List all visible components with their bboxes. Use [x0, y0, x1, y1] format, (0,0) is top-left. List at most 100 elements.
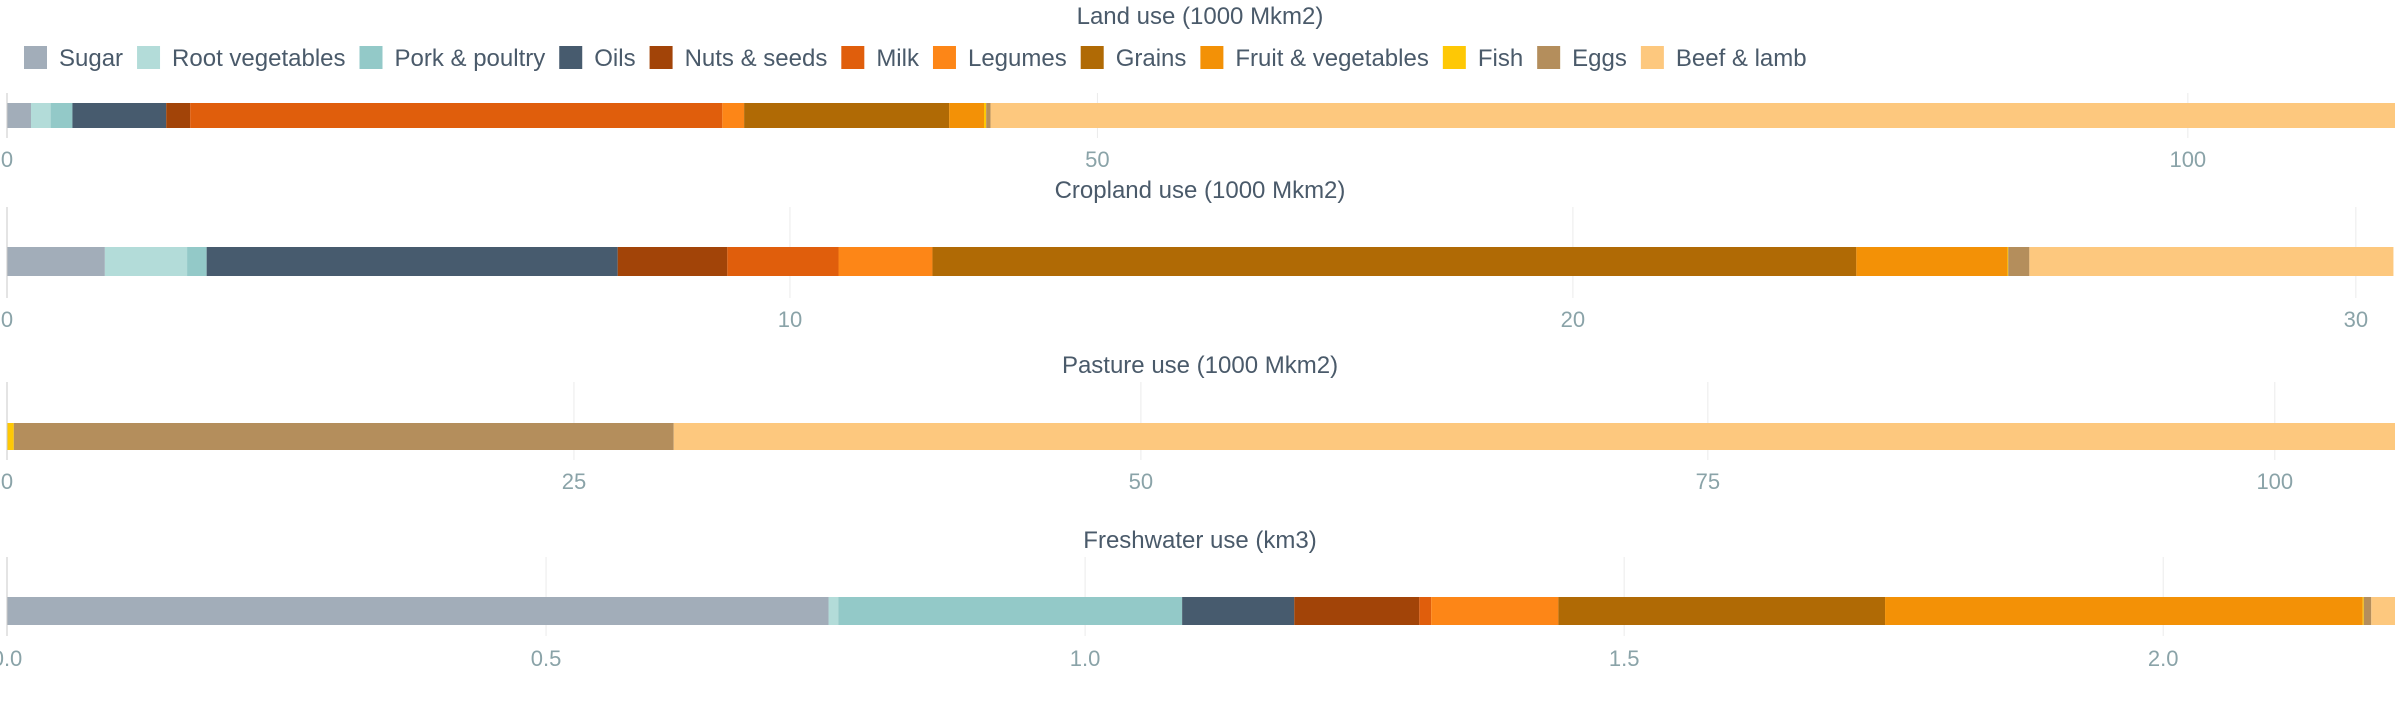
bar-segment-beef-and-lamb[interactable]: [2371, 597, 2395, 625]
bar-segment-fish[interactable]: [7, 423, 14, 450]
tick-label: 30: [2344, 307, 2368, 332]
bar-segment-beef-and-lamb[interactable]: [2029, 247, 2394, 276]
legend-swatch: [1537, 46, 1561, 69]
legend-label: Oils: [594, 45, 635, 72]
bar-segment-nuts-and-seeds[interactable]: [1294, 597, 1420, 625]
tick-label: 75: [1696, 469, 1720, 494]
legend-item-fruit-and-vegetables[interactable]: Fruit & vegetables: [1200, 45, 1429, 72]
tick-label: 50: [1085, 147, 1109, 172]
legend-label: Grains: [1116, 45, 1187, 72]
legend-swatch: [1080, 46, 1104, 69]
legend-label: Fish: [1478, 45, 1523, 72]
bar-segment-grains[interactable]: [932, 247, 1857, 276]
legend-item-grains[interactable]: Grains: [1080, 45, 1187, 72]
tick-label: 100: [2256, 469, 2293, 494]
tick-label: 50: [1129, 469, 1153, 494]
bar-segment-fish[interactable]: [2007, 247, 2009, 276]
bar-segment-root-vegetables[interactable]: [30, 103, 51, 128]
bar-segment-fruit-and-vegetables[interactable]: [949, 103, 985, 128]
bar-segment-root-vegetables[interactable]: [104, 247, 188, 276]
bar-segment-sugar[interactable]: [7, 597, 829, 625]
bar-segment-nuts-and-seeds[interactable]: [166, 103, 191, 128]
legend-swatch: [1442, 46, 1466, 69]
panel-title: Cropland use (1000 Mkm2): [1055, 177, 1346, 204]
legend-label: Nuts & seeds: [685, 45, 828, 72]
bar-segment-beef-and-lamb[interactable]: [990, 103, 2395, 128]
tick-label: 0: [1, 307, 13, 332]
legend-item-root-vegetables[interactable]: Root vegetables: [137, 45, 346, 72]
bar-segment-grains[interactable]: [1558, 597, 1886, 625]
bar-segment-pork-and-poultry[interactable]: [50, 103, 73, 128]
tick-label: 20: [1561, 307, 1585, 332]
bar-segment-oils[interactable]: [206, 247, 618, 276]
bar-segment-eggs[interactable]: [986, 103, 991, 128]
legend-label: Beef & lamb: [1676, 45, 1807, 72]
panel-freshwater-use-km3: Freshwater use (km3) 0.0 0.5 1.0 1.5 2.0: [0, 527, 2395, 671]
legend-item-beef-and-lamb[interactable]: Beef & lamb: [1640, 45, 1807, 72]
bar-segment-fruit-and-vegetables[interactable]: [1885, 597, 2363, 625]
bar-segment-milk[interactable]: [727, 247, 839, 276]
bar-segment-beef-and-lamb[interactable]: [673, 423, 2395, 450]
bar-segment-oils[interactable]: [1182, 597, 1295, 625]
bar-segment-milk[interactable]: [190, 103, 723, 128]
legend-item-eggs[interactable]: Eggs: [1537, 45, 1627, 72]
bar-segment-fish[interactable]: [2362, 597, 2364, 625]
bar-segment-grains[interactable]: [744, 103, 950, 128]
bar-segment-eggs[interactable]: [2363, 597, 2372, 625]
legend-item-milk[interactable]: Milk: [841, 45, 920, 72]
panel-title: Freshwater use (km3): [1083, 527, 1316, 554]
bar-segment-root-vegetables[interactable]: [828, 597, 839, 625]
legend-swatch: [137, 46, 161, 69]
legend-label: Legumes: [968, 45, 1067, 72]
bar-segment-eggs[interactable]: [13, 423, 674, 450]
tick-label: 0: [1, 469, 13, 494]
legend-swatch: [841, 46, 865, 69]
bar-segment-milk[interactable]: [1419, 597, 1432, 625]
tick-label: 1.5: [1609, 646, 1640, 671]
panel-cropland-use-1000-mkm2: Cropland use (1000 Mkm2) 0 10 20 30: [1, 177, 2394, 332]
legend-label: Sugar: [59, 45, 123, 72]
bar-segment-pork-and-poultry[interactable]: [187, 247, 207, 276]
panel-title: Land use (1000 Mkm2): [1077, 3, 1324, 30]
bar-segment-legumes[interactable]: [722, 103, 745, 128]
tick-label: 100: [2169, 147, 2206, 172]
tick-label: 0.5: [531, 646, 562, 671]
legend-label: Eggs: [1572, 45, 1627, 72]
legend-item-fish[interactable]: Fish: [1442, 45, 1523, 72]
panel-pasture-use-1000-mkm2: Pasture use (1000 Mkm2) 0 25 50 75 100: [1, 352, 2395, 494]
tick-label: 0: [1, 147, 13, 172]
tick-label: 1.0: [1070, 646, 1101, 671]
legend-label: Fruit & vegetables: [1235, 45, 1428, 72]
legend-swatch: [649, 46, 673, 69]
bar-segment-fish[interactable]: [984, 103, 987, 128]
bar-segment-oils[interactable]: [72, 103, 167, 128]
legend-item-sugar[interactable]: Sugar: [24, 45, 123, 72]
legend-swatch: [1200, 46, 1224, 69]
legend-item-oils[interactable]: Oils: [559, 45, 636, 72]
legend: Sugar Root vegetables Pork & poultry Oils Nu…: [24, 45, 1807, 72]
legend-label: Root vegetables: [172, 45, 345, 72]
tick-label: 0.0: [0, 646, 22, 671]
legend-swatch: [1640, 46, 1664, 69]
tick-label: 25: [562, 469, 586, 494]
bar-segment-fruit-and-vegetables[interactable]: [1856, 247, 2008, 276]
bar-segment-legumes[interactable]: [1431, 597, 1559, 625]
tick-label: 2.0: [2148, 646, 2179, 671]
panel-title: Pasture use (1000 Mkm2): [1062, 352, 1338, 379]
legend-swatch: [24, 46, 47, 69]
bar-segment-sugar[interactable]: [7, 103, 31, 128]
panels: Land use (1000 Mkm2) 0 50 100 Cropland use (…: [0, 3, 2395, 671]
bar-segment-nuts-and-seeds[interactable]: [617, 247, 728, 276]
bar-segment-pork-and-poultry[interactable]: [838, 597, 1183, 625]
legend-item-legumes[interactable]: Legumes: [932, 45, 1067, 72]
bar-segment-legumes[interactable]: [838, 247, 933, 276]
bar-segment-eggs[interactable]: [2008, 247, 2030, 276]
legend-label: Pork & poultry: [395, 45, 546, 72]
legend-swatch: [359, 46, 383, 69]
panel-land-use-1000-mkm2: Land use (1000 Mkm2) 0 50 100: [1, 3, 2395, 172]
legend-item-nuts-and-seeds[interactable]: Nuts & seeds: [649, 45, 828, 72]
legend-item-pork-and-poultry[interactable]: Pork & poultry: [359, 45, 546, 72]
bar-segment-sugar[interactable]: [7, 247, 105, 276]
